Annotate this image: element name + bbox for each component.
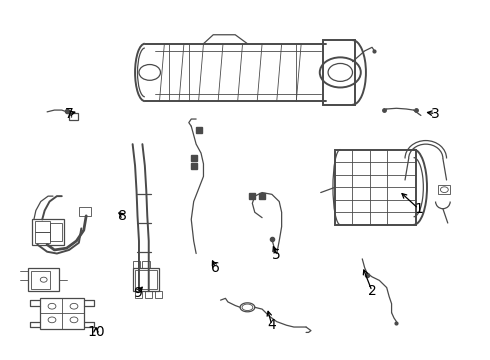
Bar	[438, 185, 450, 194]
Bar	[79, 207, 91, 216]
Bar	[135, 270, 157, 289]
Bar	[35, 221, 49, 232]
Bar	[35, 232, 49, 243]
Bar	[49, 223, 62, 241]
Bar	[133, 268, 159, 291]
Text: 9: 9	[133, 286, 142, 300]
Text: 1: 1	[414, 202, 423, 216]
Text: 7: 7	[65, 107, 74, 121]
Text: 6: 6	[211, 261, 220, 275]
Bar	[323, 40, 355, 105]
Bar	[27, 268, 59, 291]
Bar	[31, 271, 49, 289]
Text: 10: 10	[87, 325, 105, 339]
Bar	[335, 149, 416, 225]
Bar	[32, 220, 64, 244]
Text: 3: 3	[431, 107, 440, 121]
Bar	[133, 261, 140, 268]
Bar	[155, 291, 162, 298]
Bar	[143, 261, 150, 268]
Bar	[145, 291, 152, 298]
Bar	[69, 113, 78, 120]
Text: 8: 8	[119, 209, 127, 223]
Bar	[135, 291, 143, 298]
Bar	[40, 298, 84, 329]
Text: 4: 4	[268, 318, 276, 332]
Text: 2: 2	[368, 284, 376, 298]
Text: 5: 5	[272, 248, 281, 262]
